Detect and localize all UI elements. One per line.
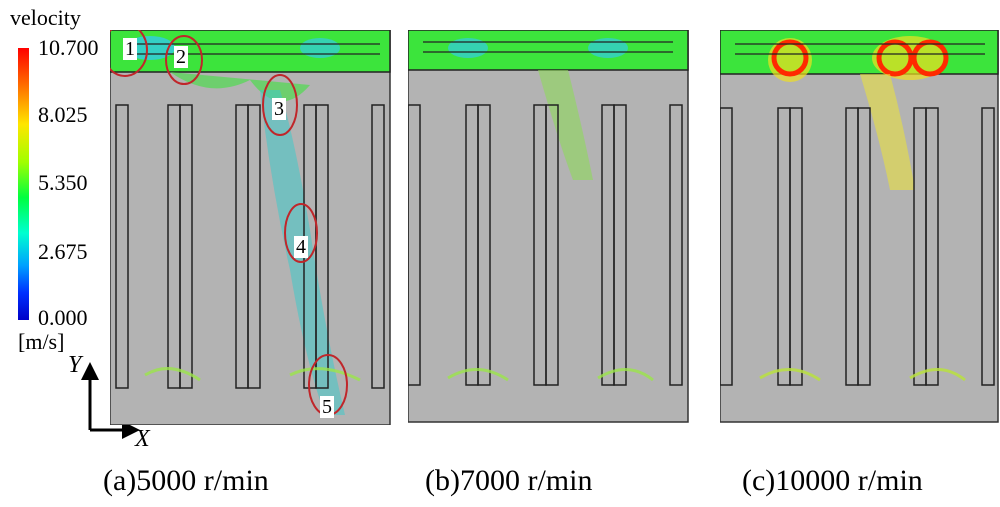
- colorbar-title: velocity: [10, 5, 81, 30]
- marker-5: 5: [320, 396, 334, 418]
- caption-a: (a)5000 r/min: [103, 464, 269, 497]
- panel-a-velocity-field: [110, 30, 391, 425]
- velocity-colorbar: [18, 48, 29, 320]
- caption-b: (b)7000 r/min: [425, 464, 593, 497]
- colorbar-tick-2: 2.675: [38, 239, 88, 264]
- y-axis-label: Y: [68, 352, 82, 378]
- caption-c: (c)10000 r/min: [742, 464, 923, 497]
- colorbar-unit: [m/s]: [18, 329, 65, 354]
- colorbar-tick-5: 5.350: [38, 170, 88, 195]
- marker-2: 2: [174, 46, 188, 68]
- colorbar-tick-8: 8.025: [38, 102, 88, 127]
- colorbar-tick-min: 0.000: [38, 305, 88, 330]
- coordinate-axes: [81, 362, 140, 439]
- marker-3: 3: [272, 98, 286, 120]
- panel-b-velocity-field: [408, 30, 689, 423]
- marker-1: 1: [123, 38, 137, 60]
- panel-c-velocity-field: [720, 30, 999, 423]
- marker-4: 4: [294, 236, 308, 258]
- x-axis-label: X: [135, 426, 150, 452]
- colorbar-tick-max: 10.700: [38, 35, 99, 60]
